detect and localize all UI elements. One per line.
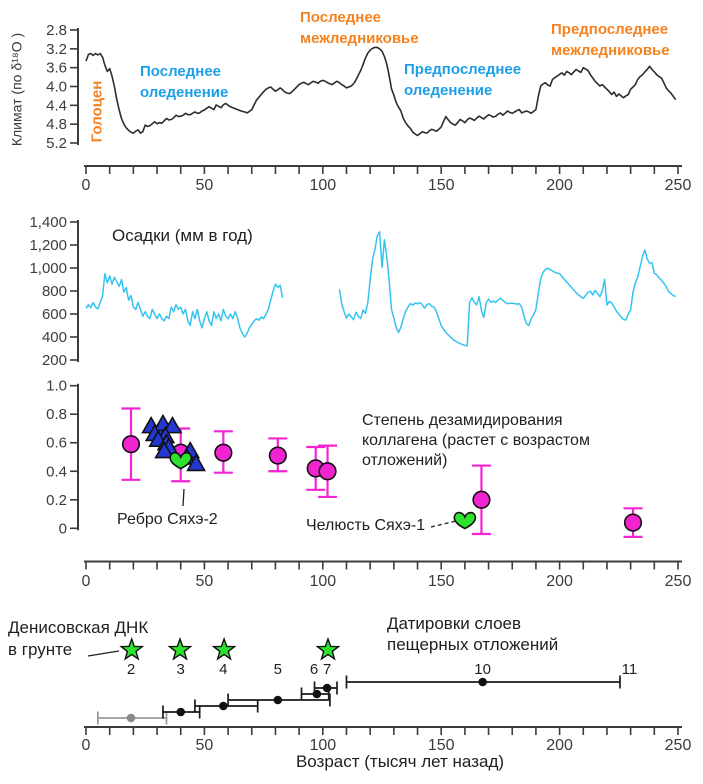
deamidation-x-tick-label: 100 xyxy=(309,573,336,590)
sediment-sample-point xyxy=(318,462,337,481)
age-x-tick-label: 50 xyxy=(196,737,214,754)
climate-x-tick-label: 50 xyxy=(196,177,214,194)
heart-fossil-marker xyxy=(169,451,193,470)
climate-y-tick-label: 4.4 xyxy=(46,97,67,114)
climate-curve xyxy=(85,46,677,137)
deamidation-x-tick-label: 150 xyxy=(428,573,455,590)
sediment-sample-point xyxy=(268,446,287,465)
rib-triangle-point xyxy=(154,440,175,459)
layer-date-dot xyxy=(322,683,332,693)
last-glaciation-label: Последнее оледенение xyxy=(140,63,229,101)
climate-x-tick-label: 0 xyxy=(82,177,91,194)
layer-date-dot xyxy=(478,677,487,687)
deamidation-annotation: Степень дезамидирования коллагена (расте… xyxy=(362,412,590,469)
precipitation-y-tick-label: 800 xyxy=(42,283,67,300)
rib-triangle-point xyxy=(162,416,183,434)
deamidation-y-tick-label: 1.0 xyxy=(46,378,67,395)
holocene-label: Голоцен xyxy=(88,80,106,143)
precipitation-curve-segment xyxy=(338,231,676,347)
climate-y-tick-label: 3.2 xyxy=(46,41,67,58)
climate-y-axis-title: Климат (по δ¹⁸O ) xyxy=(8,32,25,147)
layer-dating-title: Датировки слоев пещерных отложений xyxy=(387,614,559,654)
rib-leader-line xyxy=(182,488,185,507)
precipitation-title: Осадки (мм в год) xyxy=(112,226,253,245)
layer-number-label: 2 xyxy=(127,661,135,678)
deamidation-y-tick-label: 0.8 xyxy=(46,406,67,423)
layer-number-label: 4 xyxy=(219,661,227,678)
age-x-tick-label: 200 xyxy=(546,737,573,754)
dna-leader-line xyxy=(87,650,120,657)
dna-star-marker xyxy=(315,636,341,661)
xiahe2-rib-label: Ребро Сяхэ-2 xyxy=(117,511,218,528)
age-x-tick-label: 250 xyxy=(665,737,692,754)
climate-y-tick-label: 2.8 xyxy=(46,22,67,39)
precipitation-y-tick-label: 200 xyxy=(42,352,67,369)
layer-number-label: 7 xyxy=(323,661,331,678)
climate-x-tick-label: 200 xyxy=(546,177,573,194)
climate-x-tick-label: 100 xyxy=(309,177,336,194)
dna-star-marker xyxy=(119,636,145,661)
precipitation-y-tick-label: 1,400 xyxy=(29,214,67,231)
deamidation-y-tick-label: 0.2 xyxy=(46,492,67,509)
precipitation-y-tick-label: 400 xyxy=(42,329,67,346)
climate-x-tick-label: 250 xyxy=(665,177,692,194)
precipitation-y-tick-label: 600 xyxy=(42,306,67,323)
layer-number-label: 11 xyxy=(622,661,638,678)
climate-y-tick-label: 5.2 xyxy=(46,135,67,152)
deamidation-x-tick-label: 200 xyxy=(546,573,573,590)
age-x-tick-label: 150 xyxy=(428,737,455,754)
jaw-leader-line xyxy=(430,520,457,528)
sediment-sample-point xyxy=(472,490,491,509)
rib-triangle-point xyxy=(186,453,206,472)
age-x-axis-title: Возраст (тысяч лет назад) xyxy=(295,752,505,771)
climate-y-tick-label: 4.0 xyxy=(46,78,67,95)
sediment-sample-point xyxy=(214,443,233,462)
deamidation-y-tick-label: 0.4 xyxy=(46,463,67,480)
climate-y-tick-label: 3.6 xyxy=(46,60,67,77)
sediment-sample-point xyxy=(623,513,643,532)
precipitation-y-tick-label: 1,000 xyxy=(29,260,67,277)
heart-fossil-marker xyxy=(453,511,477,530)
deamidation-x-tick-label: 0 xyxy=(82,573,91,590)
climate-y-tick-label: 4.8 xyxy=(46,116,67,133)
layer-number-label: 3 xyxy=(177,661,185,678)
layer-number-label: 6 xyxy=(310,661,318,678)
xiahe1-jaw-label: Челюсть Сяхэ-1 xyxy=(306,517,426,534)
precipitation-y-tick-label: 1,200 xyxy=(29,237,67,254)
climate-x-tick-label: 150 xyxy=(428,177,455,194)
layer-date-dot xyxy=(176,707,186,717)
layer-date-dot xyxy=(219,701,228,711)
precipitation-curve-segment xyxy=(85,272,284,338)
sediment-sample-point xyxy=(121,435,141,454)
layer-date-dot xyxy=(273,695,283,705)
denisovan-dna-label: Денисовская ДНК в грунте xyxy=(8,618,149,659)
age-x-tick-label: 0 xyxy=(82,737,91,754)
deamidation-y-tick-label: 0.6 xyxy=(46,435,67,452)
last-interglacial-label: Последнее межледниковье xyxy=(300,9,419,47)
dna-star-marker xyxy=(211,636,237,661)
penultimate-interglacial-label: Предпоследнее межледниковье xyxy=(551,21,670,59)
dna-star-marker xyxy=(167,636,193,661)
layer-number-label: 10 xyxy=(474,661,491,678)
deamidation-y-tick-label: 0 xyxy=(59,520,67,537)
deamidation-x-tick-label: 250 xyxy=(665,573,692,590)
deamidation-x-tick-label: 50 xyxy=(196,573,214,590)
layer-date-dot xyxy=(126,713,136,723)
layer-number-label: 5 xyxy=(274,661,282,678)
age-x-tick-label: 100 xyxy=(309,737,336,754)
penultimate-glaciation-label: Предпоследнее оледенение xyxy=(404,61,522,99)
